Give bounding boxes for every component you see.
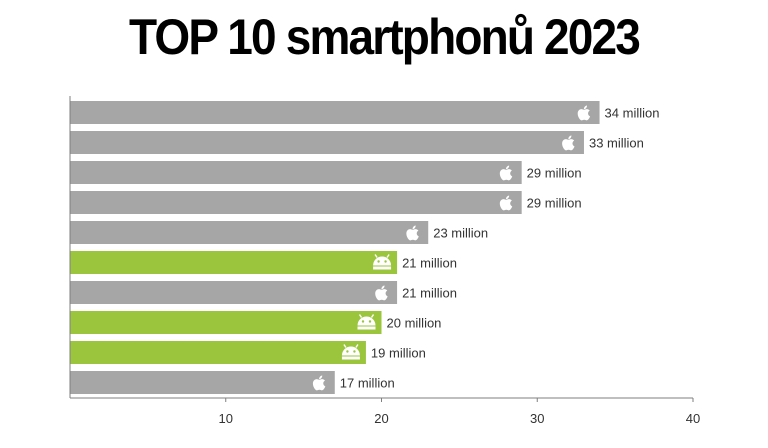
bar — [70, 221, 429, 244]
bar — [70, 251, 398, 274]
bar-value-label: 21 million — [402, 256, 457, 271]
apple-icon — [406, 225, 419, 241]
bar-value-label: 29 million — [527, 196, 582, 211]
bar-value-label: 19 million — [371, 346, 426, 361]
x-tick-label: 20 — [374, 411, 388, 426]
apple-icon — [375, 285, 388, 301]
bar-value-label: 21 million — [402, 286, 457, 301]
bar-value-label: 23 million — [433, 226, 488, 241]
apple-icon — [499, 195, 513, 211]
bar — [70, 281, 398, 304]
apple-icon — [499, 165, 513, 181]
x-tick-label: 30 — [530, 411, 544, 426]
bar — [70, 371, 335, 394]
bar — [70, 131, 584, 154]
bar-value-label: 20 million — [387, 316, 442, 331]
bars-layer: 34 million 33 million 29 million 29 million… — [70, 101, 659, 394]
bar-value-label: 29 million — [527, 166, 582, 181]
bar — [70, 161, 522, 184]
android-icon — [373, 254, 392, 270]
android-icon — [357, 314, 376, 330]
bar — [70, 341, 366, 364]
apple-icon — [312, 375, 326, 391]
x-tick-label: 40 — [686, 411, 700, 426]
axis-layer: 10 20 30 40 — [69, 96, 700, 426]
chart-title: TOP 10 smartphonů 2023 — [128, 9, 641, 65]
bar — [70, 101, 600, 124]
apple-icon — [562, 135, 575, 151]
bar-value-label: 17 million — [340, 376, 395, 391]
android-icon — [341, 344, 360, 360]
x-tick-label: 10 — [219, 411, 233, 426]
bar-value-label: 34 million — [605, 106, 660, 121]
bar-value-label: 33 million — [589, 136, 644, 151]
bar — [70, 311, 382, 334]
apple-icon — [577, 105, 591, 121]
bar — [70, 191, 522, 214]
